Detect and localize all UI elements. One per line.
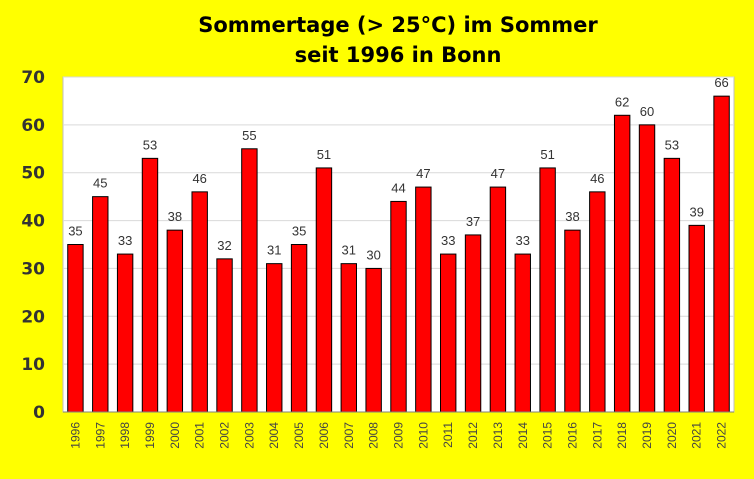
bar — [390, 200, 407, 413]
bar — [638, 124, 656, 413]
data-label: 33 — [516, 233, 530, 248]
bar — [415, 186, 432, 413]
bar — [713, 95, 730, 413]
data-label: 55 — [242, 128, 256, 143]
y-tick-label: 0 — [33, 403, 45, 423]
bar — [266, 263, 283, 413]
x-tick-label: 2014 — [516, 422, 530, 449]
bar — [290, 244, 308, 413]
x-tick-label: 2012 — [466, 422, 480, 449]
x-tick-label: 2006 — [317, 422, 331, 449]
x-tick-label: 2021 — [690, 422, 704, 449]
bar — [92, 196, 109, 413]
data-label: 53 — [143, 137, 157, 152]
x-tick-label: 2002 — [218, 422, 232, 449]
data-label: 37 — [466, 214, 480, 229]
x-tick-label: 2017 — [590, 422, 604, 449]
data-label: 31 — [267, 243, 281, 258]
data-label: 51 — [540, 147, 554, 162]
bar — [365, 267, 382, 413]
y-tick-label: 20 — [21, 307, 45, 327]
chart-subtitle: seit 1996 in Bonn — [294, 43, 502, 67]
bar — [116, 253, 134, 413]
bar — [439, 253, 457, 413]
data-label: 60 — [640, 104, 654, 119]
y-tick-label: 10 — [21, 355, 45, 375]
data-label: 38 — [168, 209, 182, 224]
bar — [489, 186, 507, 413]
bar — [67, 244, 84, 413]
bar — [315, 167, 333, 413]
data-label: 32 — [217, 238, 231, 253]
x-tick-label: 1999 — [143, 422, 157, 449]
x-tick-label: 2011 — [441, 422, 455, 448]
bar — [464, 234, 482, 413]
bar — [191, 191, 208, 413]
data-label: 30 — [366, 247, 380, 262]
bar — [539, 167, 556, 413]
bar — [216, 258, 233, 413]
y-tick-label: 60 — [21, 116, 45, 136]
x-tick-label: 2020 — [665, 422, 679, 449]
x-tick-label: 2007 — [342, 422, 356, 449]
y-tick-label: 30 — [21, 259, 45, 279]
x-tick-label: 1996 — [68, 422, 82, 449]
bar — [613, 114, 631, 413]
x-tick-label: 2015 — [541, 422, 555, 449]
x-tick-label: 2009 — [392, 422, 406, 449]
y-tick-label: 40 — [21, 212, 45, 232]
x-tick-label: 1998 — [118, 422, 132, 449]
bar — [663, 157, 681, 413]
x-tick-label: 2013 — [491, 422, 505, 449]
x-tick-label: 2018 — [615, 422, 629, 449]
data-label: 45 — [93, 176, 107, 191]
x-tick-label: 1997 — [93, 422, 107, 449]
x-tick-label: 2000 — [168, 422, 182, 449]
x-tick-label: 2016 — [565, 422, 579, 449]
data-label: 33 — [118, 233, 132, 248]
data-label: 46 — [590, 171, 604, 186]
x-tick-label: 2003 — [242, 422, 256, 449]
data-label: 47 — [416, 166, 430, 181]
data-label: 35 — [292, 224, 306, 239]
y-tick-label: 50 — [21, 164, 45, 184]
data-label: 62 — [615, 94, 629, 109]
bar — [340, 263, 358, 413]
x-tick-label: 2022 — [715, 422, 729, 449]
bar — [241, 148, 258, 413]
data-label: 46 — [192, 171, 206, 186]
bar — [514, 253, 531, 413]
bar — [688, 224, 705, 413]
chart-title: Sommertage (> 25°C) im Sommer — [198, 13, 598, 37]
data-label: 39 — [689, 204, 703, 219]
bar — [589, 191, 606, 413]
bar — [564, 229, 581, 413]
x-tick-label: 2010 — [416, 422, 430, 449]
bar — [141, 157, 159, 413]
data-label: 35 — [68, 224, 82, 239]
data-label: 44 — [391, 180, 405, 195]
x-tick-label: 2005 — [292, 422, 306, 449]
data-label: 47 — [491, 166, 505, 181]
x-tick-label: 2001 — [193, 422, 207, 449]
data-label: 31 — [342, 243, 356, 258]
x-tick-label: 2019 — [640, 422, 654, 449]
bar — [166, 229, 184, 413]
data-label: 53 — [665, 137, 679, 152]
y-tick-label: 70 — [21, 68, 45, 88]
data-label: 33 — [441, 233, 455, 248]
data-label: 51 — [317, 147, 331, 162]
data-label: 38 — [565, 209, 579, 224]
x-tick-label: 2008 — [367, 422, 381, 449]
x-tick-label: 2004 — [267, 422, 281, 449]
data-label: 66 — [714, 75, 728, 90]
